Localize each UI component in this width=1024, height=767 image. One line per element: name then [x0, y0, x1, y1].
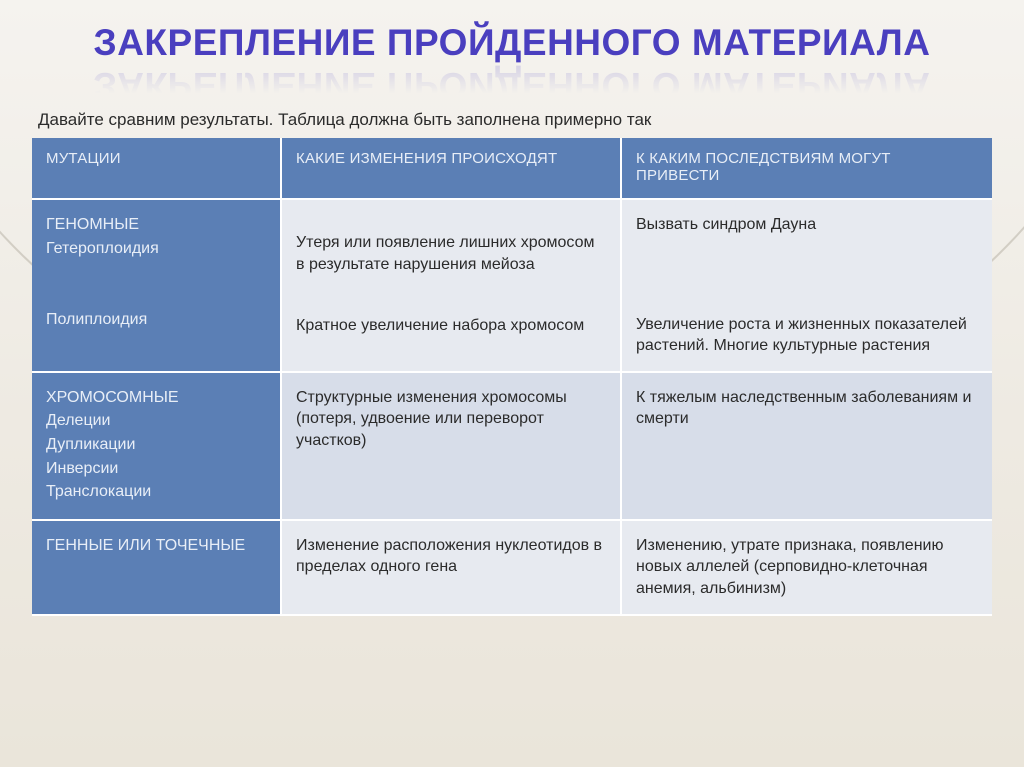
table-header-row: МУТАЦИИ КАКИЕ ИЗМЕНЕНИЯ ПРОИСХОДЯТ К КАК…: [32, 138, 992, 200]
table-row: ХРОМОСОМНЫЕ Делеции Дупликации Инверсии …: [32, 373, 992, 521]
conseq-text: К тяжелым наследственным заболеваниям и …: [636, 387, 978, 430]
mutation-cell: ХРОМОСОМНЫЕ Делеции Дупликации Инверсии …: [32, 373, 282, 521]
mutation-sub: Дупликации: [46, 434, 266, 456]
consequences-cell: Вызвать синдром Дауна Увеличение роста и…: [622, 200, 992, 373]
col-changes: КАКИЕ ИЗМЕНЕНИЯ ПРОИСХОДЯТ: [282, 138, 622, 200]
change-text: Утеря или появление лишних хромосом в ре…: [296, 232, 606, 275]
conseq-text: Увеличение роста и жизненных показателей…: [636, 314, 978, 357]
conseq-text: Изменению, утрате признака, появлению но…: [636, 535, 978, 600]
slide: ЗАКРЕПЛЕНИЕ ПРОЙДЕННОГО МАТЕРИАЛА Давайт…: [0, 0, 1024, 767]
mutation-main: ГЕНОМНЫЕ: [46, 214, 266, 236]
consequences-cell: К тяжелым наследственным заболеваниям и …: [622, 373, 992, 521]
mutation-cell: ГЕННЫЕ ИЛИ ТОЧЕЧНЫЕ: [32, 521, 282, 616]
mutation-main: ГЕННЫЕ ИЛИ ТОЧЕЧНЫЕ: [46, 535, 266, 557]
mutation-sub: Инверсии: [46, 458, 266, 480]
changes-cell: Структурные изменения хромосомы (потеря,…: [282, 373, 622, 521]
conseq-text: Вызвать синдром Дауна: [636, 214, 978, 236]
col-mutations: МУТАЦИИ: [32, 138, 282, 200]
mutation-cell: ГЕНОМНЫЕ Гетероплоидия Полиплоидия: [32, 200, 282, 373]
mutation-sub: Транслокации: [46, 481, 266, 503]
table-row: ГЕННЫЕ ИЛИ ТОЧЕЧНЫЕ Изменение расположен…: [32, 521, 992, 616]
subtitle-text: Давайте сравним результаты. Таблица долж…: [38, 110, 1024, 130]
mutation-main: ХРОМОСОМНЫЕ: [46, 387, 266, 409]
consequences-cell: Изменению, утрате признака, появлению но…: [622, 521, 992, 616]
spacer: [46, 261, 266, 309]
mutation-sub: Делеции: [46, 410, 266, 432]
change-text: Изменение расположения нуклеотидов в пре…: [296, 535, 606, 578]
changes-cell: Утеря или появление лишних хромосом в ре…: [282, 200, 622, 373]
table-row: ГЕНОМНЫЕ Гетероплоидия Полиплоидия Утеря…: [32, 200, 992, 373]
change-text: Структурные изменения хромосомы (потеря,…: [296, 387, 606, 452]
spacer: [296, 214, 606, 232]
title-block: ЗАКРЕПЛЕНИЕ ПРОЙДЕННОГО МАТЕРИАЛА: [0, 0, 1024, 64]
mutation-sub: Полиплоидия: [46, 309, 266, 331]
col-conseq: К КАКИМ ПОСЛЕДСТВИЯМ МОГУТ ПРИВЕСТИ: [622, 138, 992, 200]
changes-cell: Изменение расположения нуклеотидов в пре…: [282, 521, 622, 616]
mutation-sub: Гетероплоидия: [46, 238, 266, 260]
change-text: Кратное увеличение набора хромосом: [296, 315, 606, 337]
mutation-table: МУТАЦИИ КАКИЕ ИЗМЕНЕНИЯ ПРОИСХОДЯТ К КАК…: [32, 138, 992, 616]
page-title: ЗАКРЕПЛЕНИЕ ПРОЙДЕННОГО МАТЕРИАЛА: [94, 22, 931, 64]
